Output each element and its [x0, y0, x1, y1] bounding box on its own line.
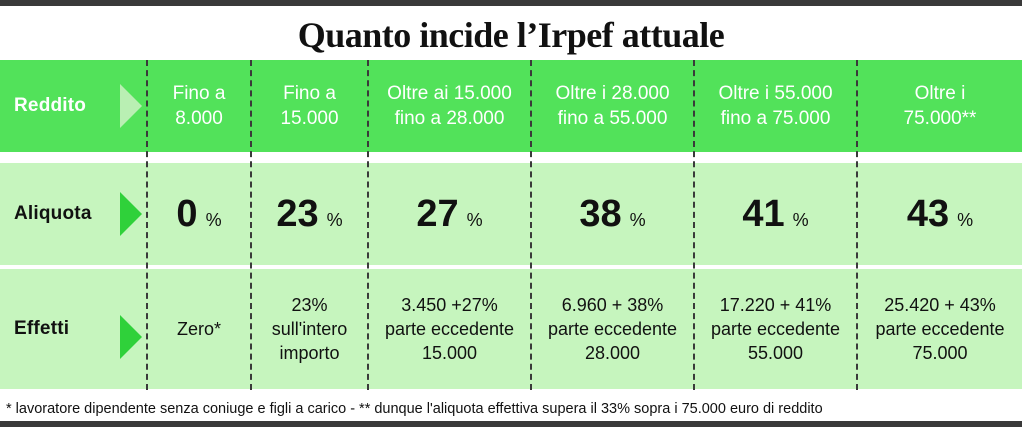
rate-unit: %: [629, 209, 646, 230]
bracket-line: Fino a: [172, 83, 226, 104]
effect-text: 3.450 +27%: [401, 295, 498, 315]
bracket-line: 75.000**: [903, 108, 977, 129]
aliquota-arrow-icon: [120, 192, 142, 236]
effect-text: 75.000: [912, 343, 968, 363]
reddito-row: [0, 60, 1022, 152]
top-border: [0, 0, 1022, 6]
bracket-line: Oltre i 28.000: [555, 83, 670, 104]
aliquota-cell: 23%: [252, 163, 367, 265]
rate-value: 38: [579, 192, 622, 235]
column-divider: [367, 60, 369, 390]
effect-text: parte eccedente: [875, 319, 1005, 339]
rate-value: 0: [176, 192, 198, 235]
reddito-cell: Oltre i 75.000**: [858, 60, 1022, 152]
aliquota-cell: 41%: [695, 163, 856, 265]
aliquota-cell: 0%: [148, 163, 250, 265]
bracket-line: 8.000: [175, 108, 223, 129]
bottom-border: [0, 421, 1022, 427]
column-divider: [146, 60, 148, 390]
bracket-line: Oltre i 55.000: [718, 83, 833, 104]
reddito-cell: Fino a 15.000: [252, 60, 367, 152]
reddito-label: Reddito: [14, 95, 87, 116]
effect-text: 6.960 + 38%: [561, 295, 664, 315]
bracket-line: 15.000: [280, 108, 339, 129]
reddito-cell: Oltre ai 15.000 fino a 28.000: [369, 60, 530, 152]
rate-value: 23: [276, 192, 319, 235]
effetti-cell: 25.420 + 43% parte eccedente 75.000: [858, 269, 1022, 389]
column-divider: [693, 60, 695, 390]
effetti-cell: 6.960 + 38% parte eccedente 28.000: [532, 269, 693, 389]
effect-text: Zero*: [176, 319, 221, 339]
column-divider: [856, 60, 858, 390]
bracket-line: fino a 75.000: [720, 108, 831, 129]
reddito-cell: Oltre i 55.000 fino a 75.000: [695, 60, 856, 152]
effect-text: 25.420 + 43%: [884, 295, 996, 315]
effetti-label: Effetti: [14, 318, 70, 339]
reddito-cell: Fino a 8.000: [148, 60, 250, 152]
rate-unit: %: [792, 209, 809, 230]
effetti-cell: 3.450 +27% parte eccedente 15.000: [369, 269, 530, 389]
bracket-line: Fino a: [283, 83, 336, 104]
effetti-cell: 23% sull'intero importo: [252, 269, 367, 389]
aliquota-cell: 38%: [532, 163, 693, 265]
rate-value: 27: [416, 192, 459, 235]
effect-text: 15.000: [421, 343, 478, 363]
bracket-line: fino a 28.000: [394, 108, 505, 129]
rate-value: 41: [742, 192, 785, 235]
aliquota-cell: 43%: [858, 163, 1022, 265]
effect-text: parte eccedente: [547, 319, 678, 339]
effect-text: 55.000: [747, 343, 804, 363]
effect-text: parte eccedente: [710, 319, 841, 339]
rate-unit: %: [957, 209, 974, 230]
column-divider: [250, 60, 252, 390]
effetti-arrow-icon: [120, 315, 142, 359]
bracket-line: Oltre i: [914, 83, 966, 104]
bracket-line: Oltre ai 15.000: [387, 83, 512, 104]
effect-text: 23%: [291, 295, 328, 315]
effect-text: 28.000: [584, 343, 641, 363]
aliquota-row: [0, 163, 1022, 265]
effect-text: importo: [279, 343, 340, 363]
footnote: * lavoratore dipendente senza coniuge e …: [6, 401, 823, 417]
effect-text: sull'intero: [271, 319, 348, 339]
effect-text: 17.220 + 41%: [719, 295, 832, 315]
aliquota-label: Aliquota: [14, 203, 92, 224]
effetti-row: [0, 269, 1022, 389]
reddito-arrow-icon: [120, 84, 142, 128]
rate-value: 43: [906, 192, 950, 235]
rate-unit: %: [326, 209, 343, 230]
rate-unit: %: [466, 209, 483, 230]
effect-text: parte eccedente: [384, 319, 515, 339]
column-divider: [530, 60, 532, 390]
infographic-title: Quanto incide l’Irpef attuale: [297, 15, 725, 55]
aliquota-cell: 27%: [369, 163, 530, 265]
effetti-cell: Zero*: [148, 269, 250, 389]
bracket-line: fino a 55.000: [557, 108, 668, 129]
reddito-cell: Oltre i 28.000 fino a 55.000: [532, 60, 693, 152]
rate-unit: %: [205, 209, 222, 230]
effetti-cell: 17.220 + 41% parte eccedente 55.000: [695, 269, 856, 389]
